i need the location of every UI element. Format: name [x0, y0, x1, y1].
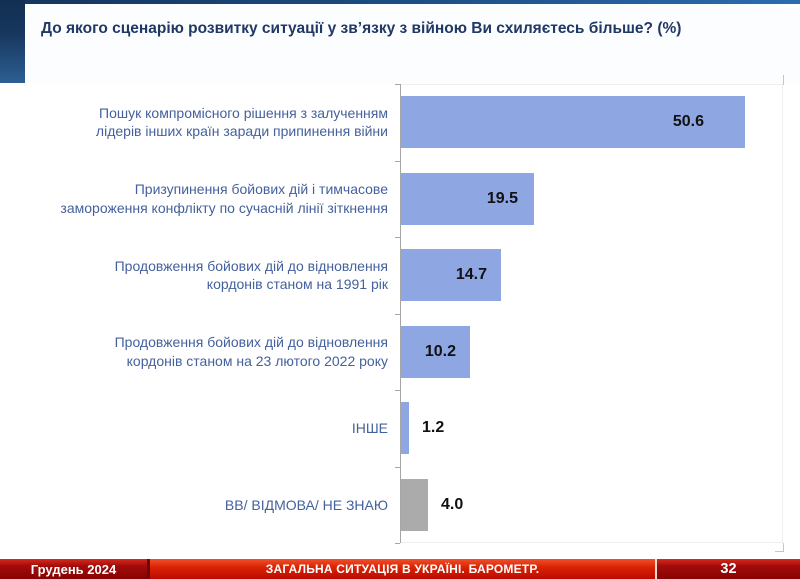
value-label: 14.7: [455, 266, 487, 284]
axis-tick: [395, 237, 400, 238]
footer-date-label: Грудень 2024: [0, 559, 147, 579]
axis-tick: [395, 160, 400, 162]
page-title: До якого сценарію розвитку ситуації у зв…: [41, 20, 682, 37]
footer-divider: [147, 559, 150, 579]
value-label: 19.5: [486, 189, 518, 207]
value-label: 10.2: [424, 342, 456, 360]
bar: [401, 325, 470, 378]
footer-page-number: 32: [657, 559, 800, 579]
slide-footer: Грудень 2024 ЗАГАЛЬНА СИТУАЦІЯ В УКРАЇНІ…: [0, 559, 800, 579]
axis-tick: [395, 313, 400, 315]
category-label: Призупинення бойових дій і тимчасове зам…: [60, 181, 388, 216]
bar: [401, 249, 501, 302]
value-label: 1.2: [422, 419, 445, 437]
category-label: ВВ/ ВІДМОВА/ НЕ ЗНАЮ: [224, 496, 388, 513]
axis-tick: [395, 543, 400, 544]
bar: [401, 96, 745, 149]
bar-chart: Пошук компромісного рішення з залученням…: [60, 75, 784, 552]
category-label: Пошук компромісного рішення з залученням…: [95, 104, 388, 140]
bar: [401, 402, 409, 455]
axis-tick: [395, 390, 400, 391]
axis-tick: [395, 466, 400, 468]
value-label: 50.6: [672, 113, 704, 131]
top-accent-band: [0, 0, 800, 4]
footer-section-title: ЗАГАЛЬНА СИТУАЦІЯ В УКРАЇНІ. БАРОМЕТР.: [150, 559, 655, 579]
plot-corner-tick: [783, 543, 784, 552]
axis-tick: [395, 84, 400, 85]
plot-border: [400, 84, 783, 543]
category-label: Продовження бойових дій до відновлення к…: [114, 257, 388, 293]
slide-header: До якого сценарію розвитку ситуації у зв…: [25, 4, 800, 83]
plot-corner-tick: [783, 75, 784, 85]
left-accent-stripe: [0, 0, 25, 83]
bar: [401, 478, 428, 531]
footer-divider: [655, 559, 657, 579]
category-label: ІНШЕ: [351, 420, 388, 436]
bar: [401, 172, 534, 225]
category-axis-line: [400, 84, 401, 543]
plot-corner-tick: [775, 551, 784, 552]
category-label: Продовження бойових дій до відновлення к…: [114, 334, 388, 369]
value-label: 4.0: [441, 495, 464, 513]
